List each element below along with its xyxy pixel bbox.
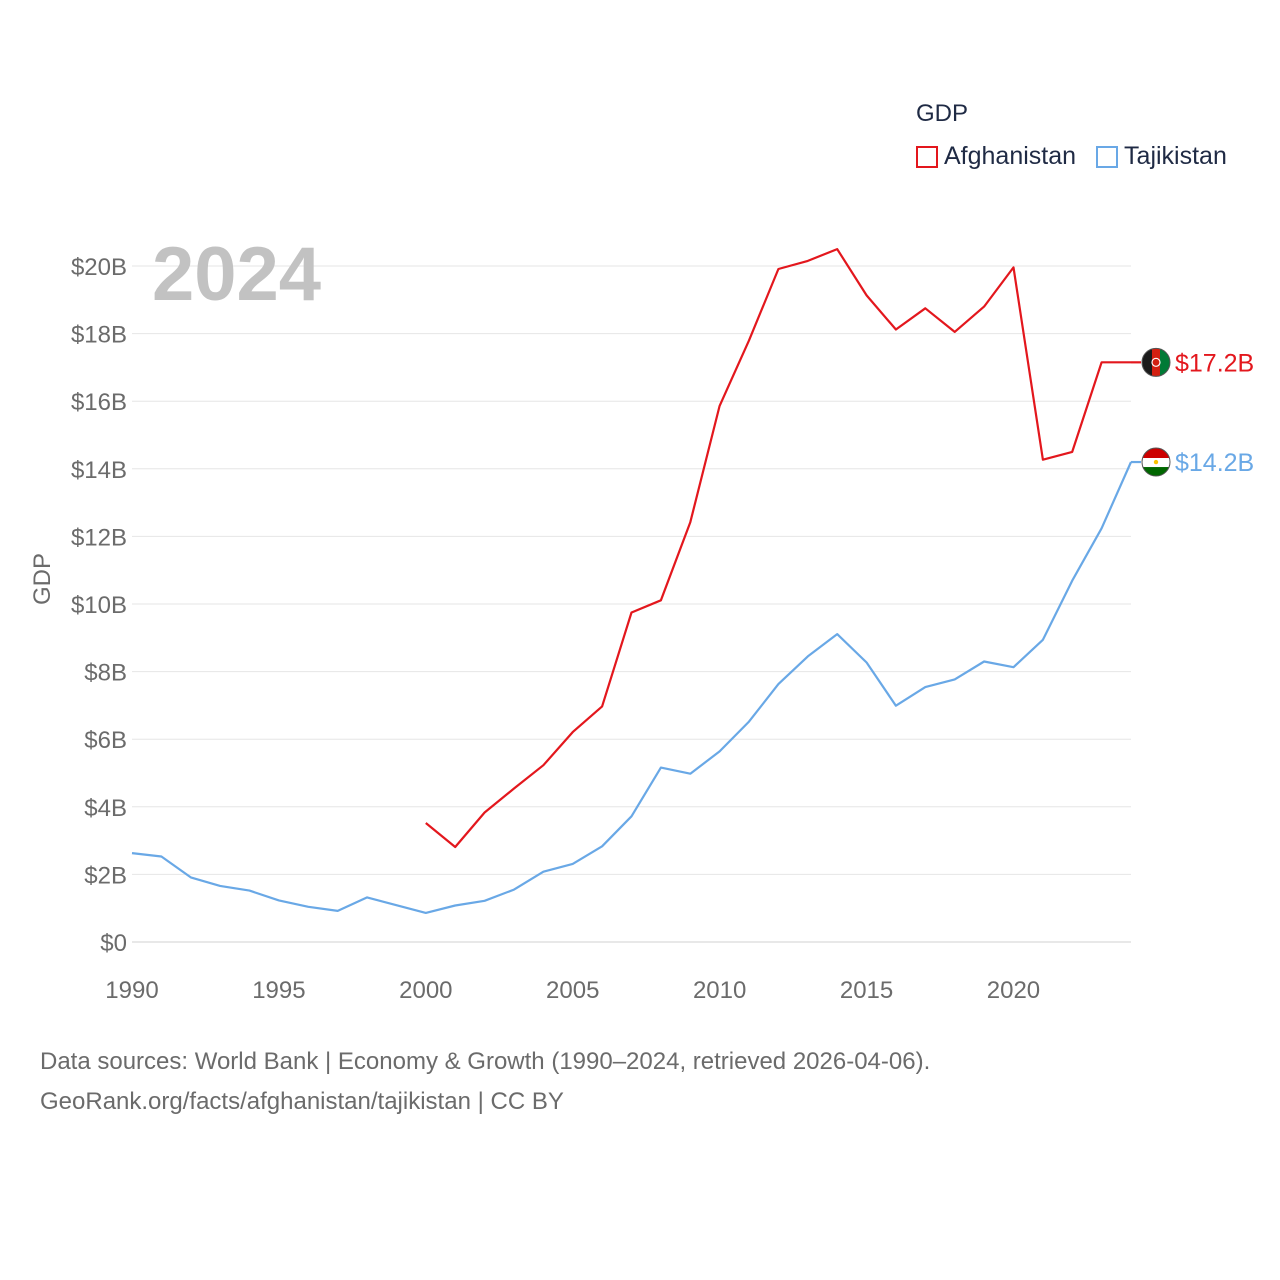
x-tick-label: 2000 xyxy=(399,977,452,1004)
series-line-tajikistan xyxy=(131,461,1133,915)
y-tick-label: $14B xyxy=(71,457,127,484)
y-tick-label: $16B xyxy=(71,389,127,416)
end-value-label-tajikistan: $14.2B xyxy=(1175,449,1254,477)
footer-sources: Data sources: World Bank | Economy & Gro… xyxy=(40,1042,930,1122)
legend-swatch-afghanistan xyxy=(916,145,938,168)
x-tick-label: 1990 xyxy=(105,977,158,1004)
x-axis-ticks: 1990 1995 2000 2005 2010 2015 2020 xyxy=(105,977,1040,1004)
x-tick-label: 2015 xyxy=(840,977,893,1004)
y-tick-label: $8B xyxy=(84,660,127,687)
year-label: 2024 xyxy=(152,232,321,317)
footer-line-link[interactable]: GeoRank.org/facts/afghanistan/tajikistan… xyxy=(40,1088,564,1115)
legend-label-tajikistan: Tajikistan xyxy=(1124,142,1227,170)
legend-title: GDP xyxy=(916,100,969,127)
tajikistan-flag-icon xyxy=(1141,447,1171,477)
y-tick-label: $20B xyxy=(71,254,127,281)
y-tick-label: $10B xyxy=(71,592,127,619)
legend-swatch-tajikistan xyxy=(1096,145,1119,168)
x-tick-label: 1995 xyxy=(252,977,305,1004)
legend-item-tajikistan[interactable]: Tajikistan xyxy=(1096,142,1227,171)
series-lines xyxy=(131,248,1133,915)
legend: Afghanistan Tajikistan xyxy=(916,142,1227,171)
series-end-markers: $17.2B $14.2B xyxy=(1131,347,1254,477)
x-tick-label: 2010 xyxy=(693,977,746,1004)
series-line-afghanistan xyxy=(425,248,1131,849)
y-axis-label: GDP xyxy=(29,553,56,605)
grid-lines xyxy=(132,265,1131,943)
legend-item-afghanistan[interactable]: Afghanistan xyxy=(916,142,1076,171)
x-tick-label: 2020 xyxy=(987,977,1040,1004)
y-axis-ticks: $0 $2B $4B $6B $8B $10B $12B $14B $16B $18B $20B xyxy=(71,254,127,957)
end-value-label-afghanistan: $17.2B xyxy=(1175,349,1254,377)
legend-label-afghanistan: Afghanistan xyxy=(944,142,1077,170)
afghanistan-flag-icon xyxy=(1141,347,1171,377)
y-tick-label: $18B xyxy=(71,322,127,349)
y-tick-label: $12B xyxy=(71,524,127,551)
footer-line-sources: Data sources: World Bank | Economy & Gro… xyxy=(40,1048,931,1075)
y-tick-label: $0 xyxy=(100,930,127,957)
x-tick-label: 2005 xyxy=(546,977,599,1004)
y-tick-label: $2B xyxy=(84,862,127,889)
y-tick-label: $4B xyxy=(84,795,127,822)
y-tick-label: $6B xyxy=(84,727,127,754)
